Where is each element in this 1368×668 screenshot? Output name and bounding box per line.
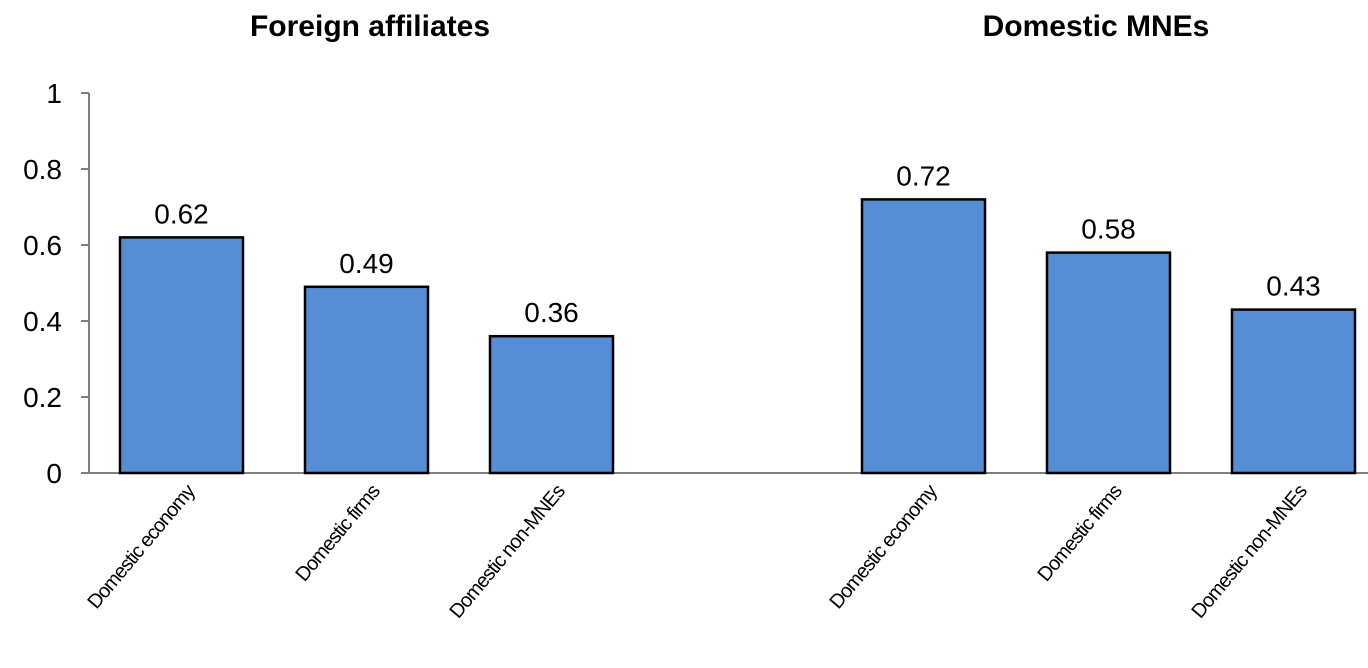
y-tick-label: 0 (46, 458, 62, 489)
bar (860, 198, 987, 475)
y-tick-label: 0.6 (23, 230, 62, 261)
bar (488, 334, 615, 475)
x-tick-label: Domestic non-MNEs (1188, 480, 1312, 622)
y-tick-label: 0.4 (23, 306, 62, 337)
data-label: 0.58 (1081, 214, 1136, 245)
bar (1230, 308, 1357, 475)
x-tick-label: Domestic economy (825, 480, 942, 613)
y-tick-label: 1 (46, 78, 62, 109)
y-tick-label: 0.8 (23, 154, 62, 185)
x-tick-label: Domestic non-MNEs (446, 480, 570, 622)
x-tick-label: Domestic firms (1033, 480, 1126, 585)
x-tick-label: Domestic economy (83, 480, 200, 613)
bar (1045, 251, 1172, 475)
x-tick-label: Domestic firms (291, 480, 384, 585)
data-label: 0.43 (1266, 271, 1321, 302)
data-label: 0.49 (339, 248, 394, 279)
bars (118, 198, 1357, 475)
data-labels: 0.62 0.49 0.36 0.72 0.58 0.43 (154, 160, 1321, 328)
data-label: 0.72 (896, 160, 951, 191)
x-tick-labels: Domestic economy Domestic firms Domestic n… (83, 480, 1312, 622)
data-label: 0.36 (524, 297, 579, 328)
bar (303, 285, 430, 475)
panel-title-domestic-mnes: Domestic MNEs (983, 10, 1210, 43)
data-label: 0.62 (154, 198, 209, 229)
y-axis: 0 0.2 0.4 0.6 0.8 1 (23, 78, 90, 489)
panel-title-foreign-affiliates: Foreign affiliates (250, 10, 490, 43)
bar (118, 236, 245, 475)
y-tick-label: 0.2 (23, 382, 62, 413)
